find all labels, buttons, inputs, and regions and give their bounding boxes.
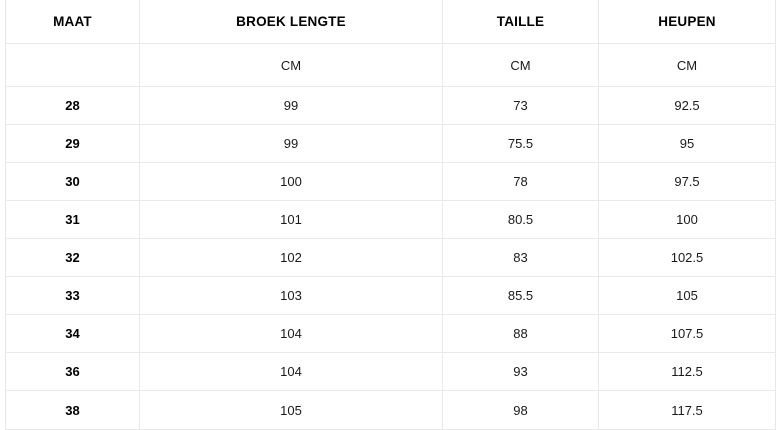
cell-maat: 33	[5, 276, 140, 315]
cell-lengte: 105	[139, 390, 443, 430]
cell-lengte: 103	[139, 276, 443, 315]
table-row: 28 99 73 92.5	[5, 86, 776, 125]
cell-lengte: 100	[139, 162, 443, 201]
cell-taille: 93	[442, 352, 599, 391]
table-row: 38 105 98 117.5	[5, 390, 776, 430]
table-row: 36 104 93 112.5	[5, 352, 776, 391]
cell-lengte: 104	[139, 314, 443, 353]
cell-maat: 34	[5, 314, 140, 353]
column-header-lengte: BROEK LENGTE	[139, 0, 443, 44]
cell-heupen: 95	[598, 124, 776, 163]
cell-taille: 78	[442, 162, 599, 201]
unit-cell-heupen: CM	[598, 43, 776, 87]
cell-heupen: 107.5	[598, 314, 776, 353]
cell-maat: 31	[5, 200, 140, 239]
table-row: 32 102 83 102.5	[5, 238, 776, 277]
cell-heupen: 100	[598, 200, 776, 239]
cell-heupen: 112.5	[598, 352, 776, 391]
table-body: CM CM CM 28 99 73 92.5 29 99 75.5 95 30 …	[5, 43, 776, 430]
cell-heupen: 97.5	[598, 162, 776, 201]
table-unit-row: CM CM CM	[5, 43, 776, 87]
cell-lengte: 101	[139, 200, 443, 239]
cell-maat: 32	[5, 238, 140, 277]
table-row: 30 100 78 97.5	[5, 162, 776, 201]
cell-heupen: 117.5	[598, 390, 776, 430]
cell-lengte: 99	[139, 124, 443, 163]
column-header-taille: TAILLE	[442, 0, 599, 44]
column-header-heupen: HEUPEN	[598, 0, 776, 44]
table-row: 33 103 85.5 105	[5, 276, 776, 315]
cell-taille: 85.5	[442, 276, 599, 315]
table-header: MAAT BROEK LENGTE TAILLE HEUPEN	[5, 0, 776, 44]
cell-taille: 98	[442, 390, 599, 430]
cell-maat: 28	[5, 86, 140, 125]
cell-heupen: 102.5	[598, 238, 776, 277]
cell-maat: 30	[5, 162, 140, 201]
cell-taille: 88	[442, 314, 599, 353]
cell-taille: 83	[442, 238, 599, 277]
cell-lengte: 104	[139, 352, 443, 391]
cell-taille: 75.5	[442, 124, 599, 163]
table-row: 31 101 80.5 100	[5, 200, 776, 239]
cell-maat: 38	[5, 390, 140, 430]
cell-taille: 80.5	[442, 200, 599, 239]
unit-cell-lengte: CM	[139, 43, 443, 87]
cell-heupen: 92.5	[598, 86, 776, 125]
table-row: 34 104 88 107.5	[5, 314, 776, 353]
size-chart-table: MAAT BROEK LENGTE TAILLE HEUPEN CM CM CM…	[5, 0, 776, 430]
column-header-maat: MAAT	[5, 0, 140, 44]
size-chart-container: MAAT BROEK LENGTE TAILLE HEUPEN CM CM CM…	[5, 0, 776, 430]
unit-cell-taille: CM	[442, 43, 599, 87]
unit-cell-maat	[5, 43, 140, 87]
cell-heupen: 105	[598, 276, 776, 315]
table-row: 29 99 75.5 95	[5, 124, 776, 163]
cell-taille: 73	[442, 86, 599, 125]
table-header-row: MAAT BROEK LENGTE TAILLE HEUPEN	[5, 0, 776, 44]
cell-maat: 36	[5, 352, 140, 391]
cell-lengte: 99	[139, 86, 443, 125]
cell-maat: 29	[5, 124, 140, 163]
cell-lengte: 102	[139, 238, 443, 277]
